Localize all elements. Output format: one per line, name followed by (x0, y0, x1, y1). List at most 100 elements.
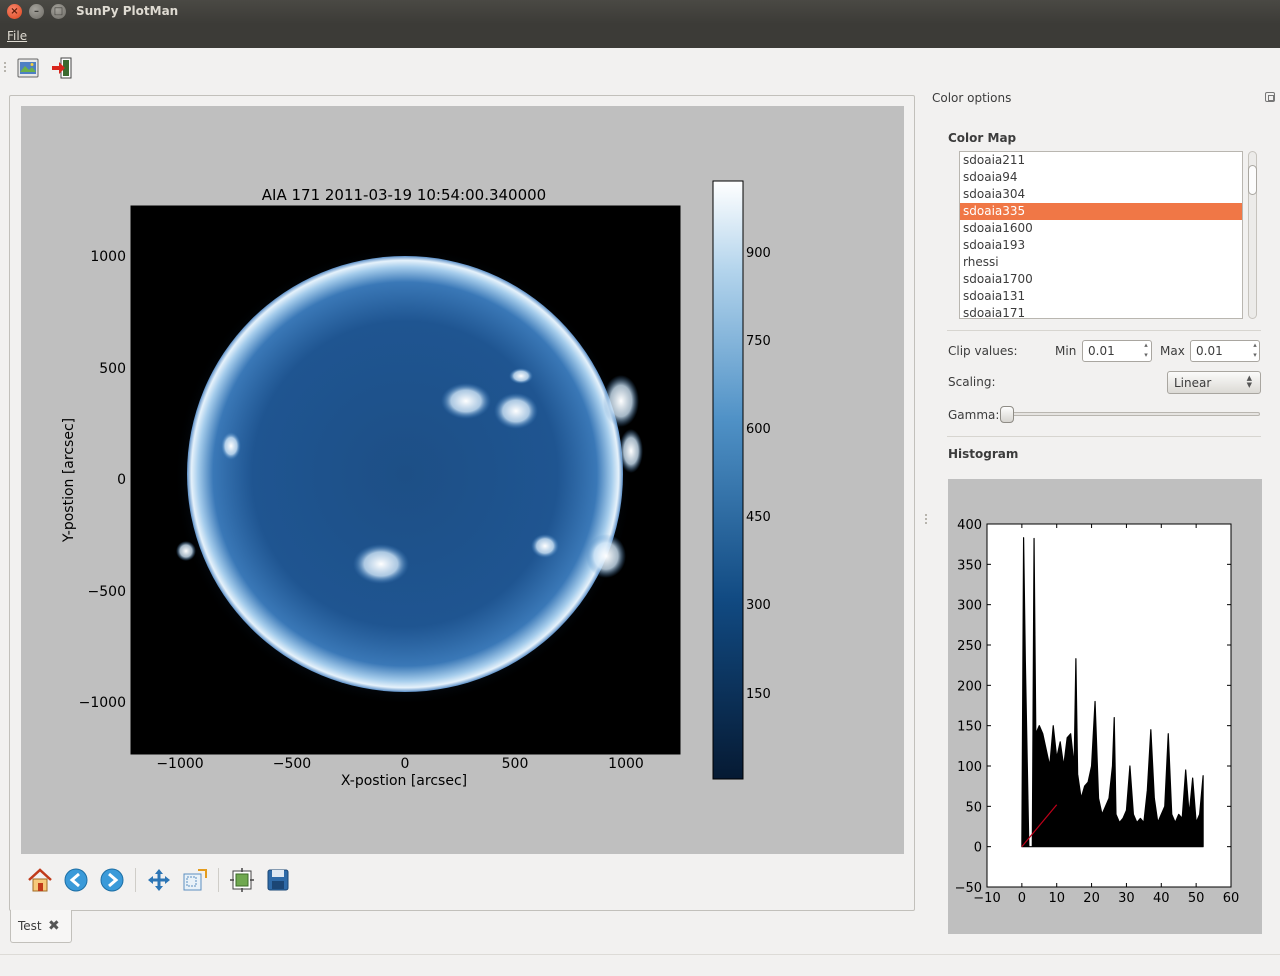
active-region (619, 429, 643, 473)
colormap-item[interactable]: sdoaia211 (963, 153, 1026, 167)
max-label: Max (1160, 344, 1185, 358)
colormap-scrollbar[interactable] (1246, 151, 1259, 319)
menu-file[interactable]: File (7, 29, 28, 43)
x-tick-label: 50 (1188, 891, 1205, 906)
forward-arrow-icon[interactable] (98, 866, 126, 894)
colormap-item[interactable]: sdoaia1700 (963, 272, 1033, 286)
toolbar-separator (135, 868, 136, 892)
toolbar-grip[interactable] (4, 62, 7, 72)
gamma-label: Gamma: (948, 408, 1000, 422)
x-tick-label: 40 (1153, 891, 1170, 906)
scaling-value: Linear (1174, 376, 1212, 390)
scaling-select[interactable]: Linear ▲ ▼ (1167, 371, 1261, 394)
x-tick-label: 30 (1118, 891, 1135, 906)
colorbar-tick-label: 750 (746, 334, 771, 349)
window-minimize-button[interactable]: – (29, 4, 44, 19)
colormap-item[interactable]: sdoaia1600 (963, 221, 1033, 235)
active-region (441, 383, 491, 419)
histogram-canvas[interactable]: −10 0 10 20 30 40 50 60 −50 0 50 100 150 200 250 300 350… (948, 479, 1262, 934)
min-clip-stepper[interactable]: ▴ ▾ (1144, 341, 1148, 359)
active-region (353, 544, 409, 584)
solar-map-figure[interactable]: AIA 171 2011-03-19 10:54:00.340000 −1000… (21, 106, 904, 854)
min-clip-value: 0.01 (1088, 344, 1115, 358)
gamma-slider-handle[interactable] (1000, 406, 1014, 423)
y-tick-label: 400 (957, 518, 982, 533)
active-region (586, 534, 626, 578)
max-clip-value: 0.01 (1196, 344, 1223, 358)
y-tick-label: 50 (965, 800, 982, 815)
tab-test[interactable]: Test ✖ (10, 910, 72, 943)
colormap-item[interactable]: sdoaia171 (963, 306, 1026, 319)
y-tick-label: 200 (957, 679, 982, 694)
colormap-item[interactable]: rhessi (963, 255, 999, 269)
max-clip-field[interactable]: 0.01 (1190, 340, 1260, 362)
color-map-title: Color Map (948, 131, 1017, 145)
y-tick-label: 1000 (90, 249, 126, 265)
plot-title: AIA 171 2011-03-19 10:54:00.340000 (262, 186, 546, 204)
dock-title: Color options (932, 91, 1012, 105)
x-axis-label: X-postion [arcsec] (341, 773, 467, 789)
tab-close-icon[interactable]: ✖ (48, 918, 60, 934)
exit-icon[interactable] (50, 56, 74, 80)
colormap-list[interactable]: sdoaia211 sdoaia94 sdoaia304 sdoaia335 sdoai… (959, 151, 1243, 319)
y-tick-label: 350 (957, 558, 982, 573)
home-icon[interactable] (26, 866, 54, 894)
open-map-icon[interactable] (16, 56, 40, 80)
histogram-title: Histogram (948, 447, 1019, 461)
histogram-series (1021, 537, 1204, 848)
colormap-item[interactable]: sdoaia304 (963, 187, 1026, 201)
y-tick-label: −50 (955, 881, 982, 896)
x-tick-label: 1000 (608, 756, 644, 772)
y-tick-label: −1000 (79, 695, 126, 711)
active-region (531, 534, 559, 558)
subplots-icon[interactable] (228, 866, 256, 894)
y-tick-label: 150 (957, 720, 982, 735)
x-tick-label: −1000 (156, 756, 203, 772)
pan-icon[interactable] (145, 866, 173, 894)
dock-float-icon[interactable] (1265, 92, 1275, 102)
colorbar-tick-label: 150 (746, 687, 771, 702)
x-tick-label: 20 (1083, 891, 1100, 906)
map-canvas[interactable]: AIA 171 2011-03-19 10:54:00.340000 −1000… (21, 106, 904, 854)
solar-disk (187, 256, 623, 692)
active-region (176, 541, 196, 561)
colormap-item[interactable]: sdoaia94 (963, 170, 1018, 184)
x-tick-label: −10 (973, 891, 1000, 906)
colormap-item[interactable]: sdoaia335 (960, 203, 1242, 220)
gamma-slider-track[interactable] (1004, 412, 1260, 416)
x-tick-label: 10 (1048, 891, 1065, 906)
window-close-button[interactable]: × (7, 4, 22, 19)
histogram-chart: −10 0 10 20 30 40 50 60 −50 0 50 100 150 200 250 300 350… (955, 518, 1240, 906)
back-arrow-icon[interactable] (62, 866, 90, 894)
window-titlebar: × – □ SunPy PlotMan (0, 0, 1280, 24)
zoom-icon[interactable] (181, 866, 209, 894)
splitter-handle[interactable] (925, 514, 929, 524)
statusbar (0, 954, 1280, 976)
colorbar-tick-label: 900 (746, 246, 771, 261)
colormap-item[interactable]: sdoaia193 (963, 238, 1026, 252)
active-region (221, 432, 241, 460)
window-title: SunPy PlotMan (76, 4, 179, 18)
gamma-curve-series (1021, 804, 1058, 848)
active-region (509, 368, 533, 384)
chevron-updown-icon: ▲ ▼ (1246, 374, 1252, 389)
tab-label: Test (18, 919, 42, 933)
x-tick-label: 60 (1223, 891, 1240, 906)
y-tick-label: 0 (117, 472, 126, 488)
active-region (603, 375, 639, 427)
max-clip-stepper[interactable]: ▴ ▾ (1253, 341, 1257, 359)
colormap-item[interactable]: sdoaia131 (963, 289, 1026, 303)
toolbar-separator (218, 868, 219, 892)
y-tick-label: −500 (88, 584, 126, 600)
min-clip-field[interactable]: 0.01 (1082, 340, 1152, 362)
min-label: Min (1055, 344, 1077, 358)
y-axis-label: Y-postion [arcsec] (61, 418, 77, 543)
window-maximize-button[interactable]: □ (51, 4, 66, 19)
x-tick-label: −500 (273, 756, 311, 772)
colorbar (712, 180, 744, 780)
y-tick-label: 300 (957, 599, 982, 614)
y-tick-label: 250 (957, 639, 982, 654)
divider (947, 436, 1261, 437)
x-tick-label: 0 (1018, 891, 1026, 906)
save-icon[interactable] (264, 866, 292, 894)
